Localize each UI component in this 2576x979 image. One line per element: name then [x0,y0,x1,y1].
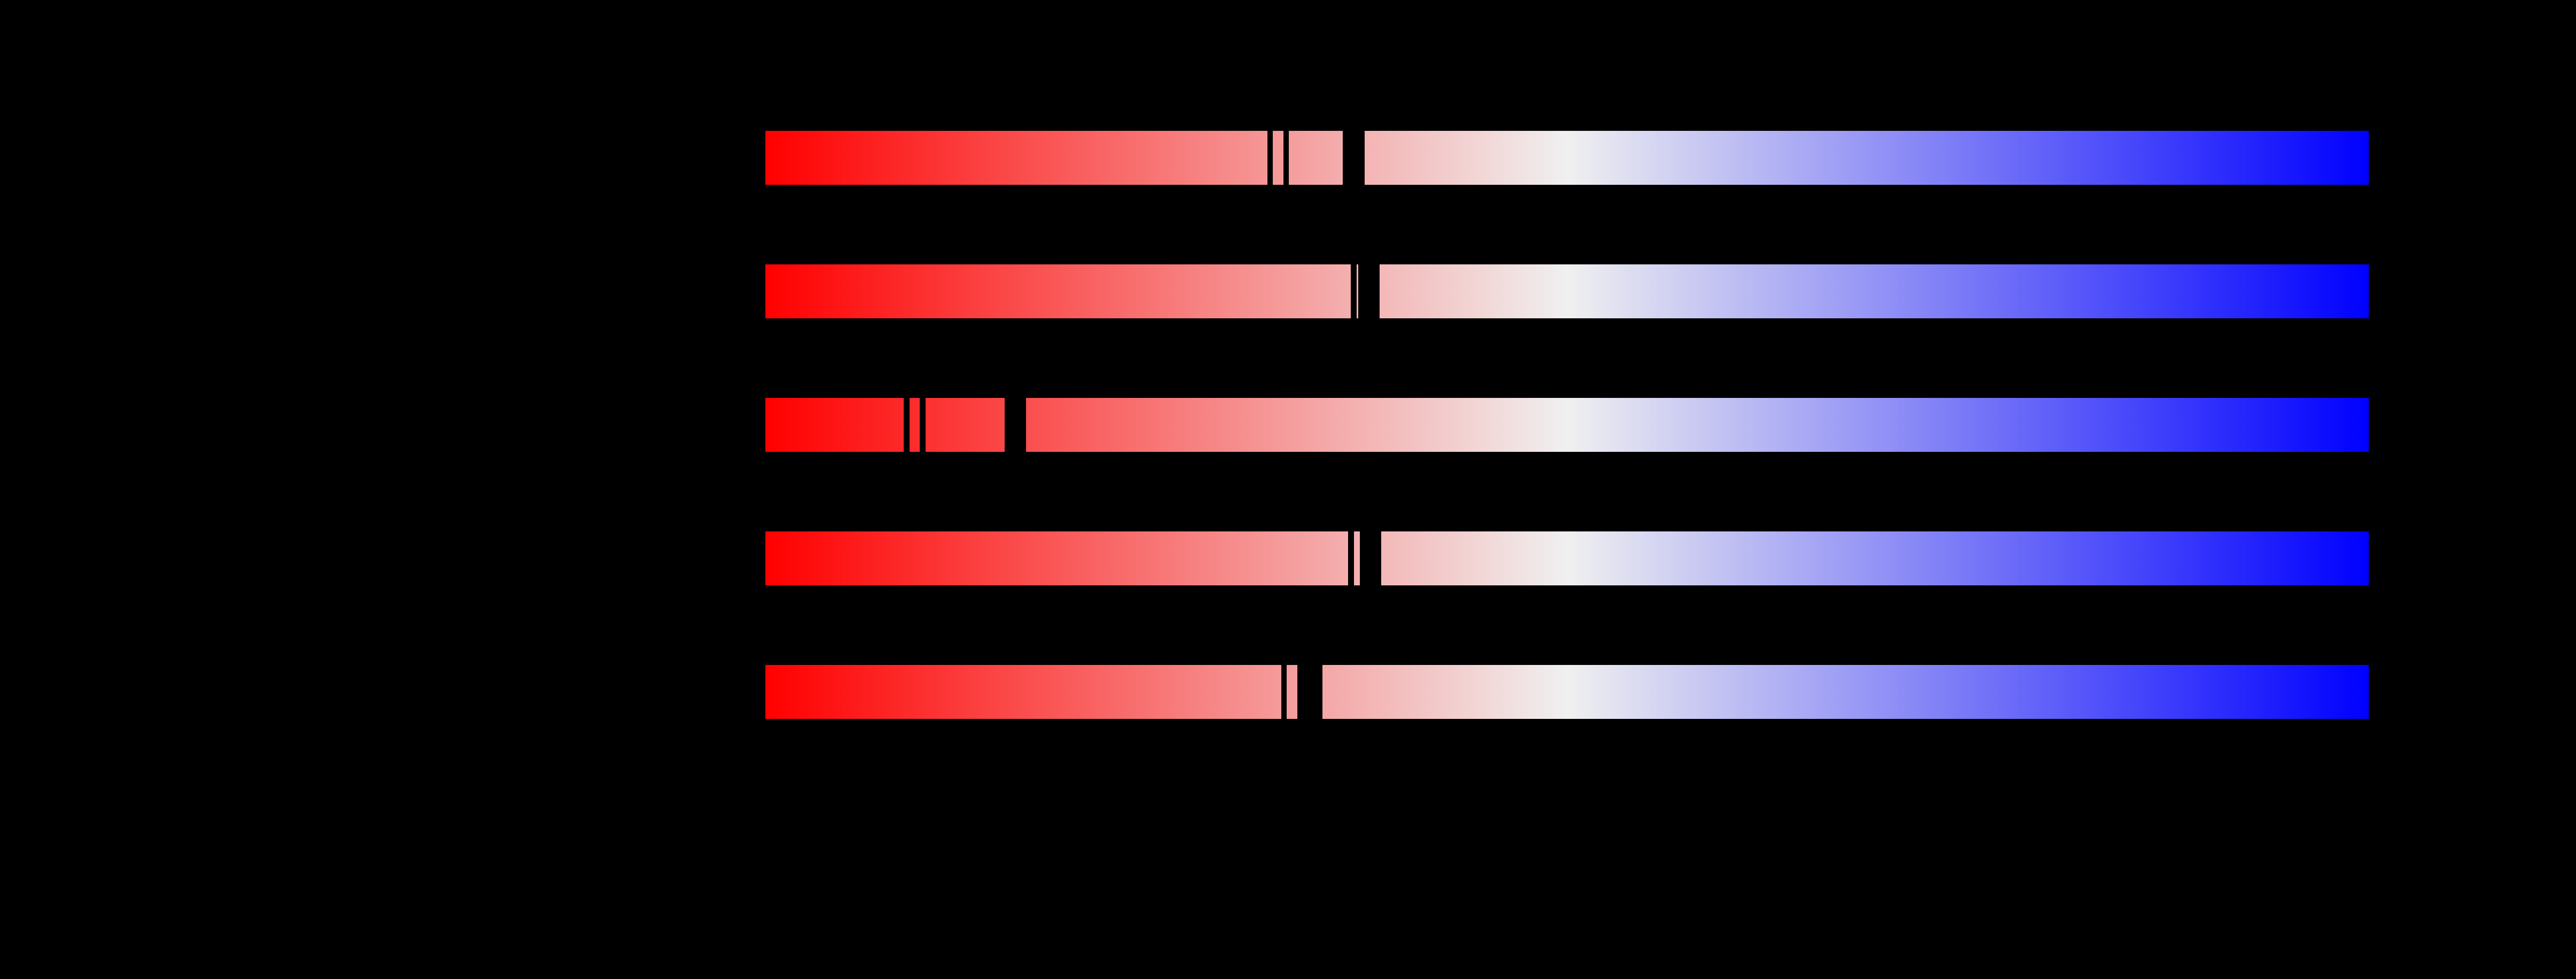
marker-tick [1283,131,1289,185]
marker-tick [1267,131,1273,185]
marker-tick [1343,131,1365,185]
gradient-strip-row-5 [765,665,2369,719]
marker-tick [1005,398,1026,452]
marker-tick [1281,665,1287,719]
marker-tick [920,398,926,452]
gradient-strip-row-1 [765,131,2369,185]
marker-tick [1351,264,1357,318]
gradient-strip-row-4 [765,531,2369,585]
marker-tick [1360,531,1381,585]
gradient-strip-row-2 [765,264,2369,318]
marker-tick [904,398,910,452]
marker-tick [1348,531,1354,585]
gradient-strip-row-3 [765,398,2369,452]
marker-tick [1297,665,1322,719]
marker-tick [1358,264,1380,318]
